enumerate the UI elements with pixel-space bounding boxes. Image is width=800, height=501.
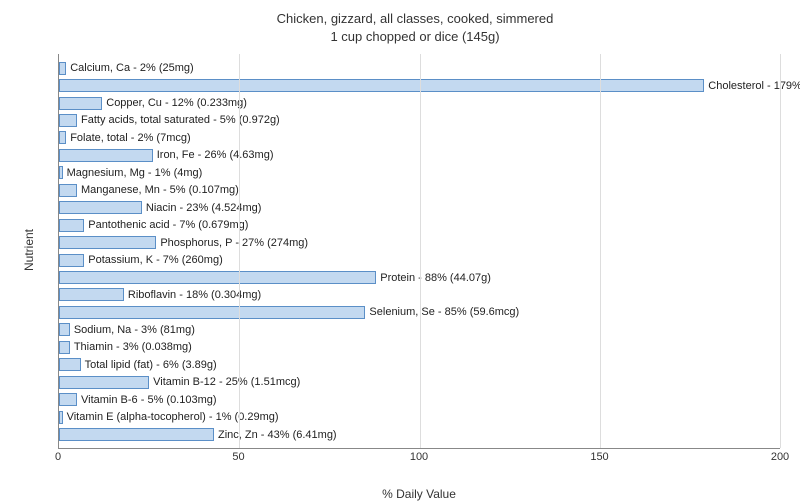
chart-title-block: Chicken, gizzard, all classes, cooked, s… <box>50 10 780 46</box>
bar <box>59 236 156 249</box>
y-axis-label: Nutrient <box>22 229 36 271</box>
bar <box>59 428 214 441</box>
bar <box>59 358 81 371</box>
bar-label: Niacin - 23% (4.524mg) <box>146 202 262 214</box>
bar-label: Zinc, Zn - 43% (6.41mg) <box>218 429 337 441</box>
bar-label: Folate, total - 2% (7mcg) <box>70 132 190 144</box>
gridline <box>600 54 601 448</box>
x-tick: 100 <box>410 451 428 463</box>
x-axis-label: % Daily Value <box>58 487 780 501</box>
bar <box>59 166 63 179</box>
bar-label: Phosphorus, P - 27% (274mg) <box>160 237 308 249</box>
bar <box>59 323 70 336</box>
bar <box>59 97 102 110</box>
bar-label: Riboflavin - 18% (0.304mg) <box>128 289 261 301</box>
bar-label: Iron, Fe - 26% (4.63mg) <box>157 149 274 161</box>
gridline <box>239 54 240 448</box>
gridline <box>780 54 781 448</box>
x-axis: 050100150200 <box>58 449 780 469</box>
bar <box>59 254 84 267</box>
bar-label: Sodium, Na - 3% (81mg) <box>74 324 195 336</box>
chart-title-line1: Chicken, gizzard, all classes, cooked, s… <box>50 10 780 28</box>
bar-label: Vitamin B-6 - 5% (0.103mg) <box>81 394 217 406</box>
bar <box>59 149 153 162</box>
x-tick: 150 <box>590 451 608 463</box>
bar-label: Vitamin E (alpha-tocopherol) - 1% (0.29m… <box>67 411 279 423</box>
bar-label: Vitamin B-12 - 25% (1.51mcg) <box>153 376 300 388</box>
gridline <box>420 54 421 448</box>
bar-label: Protein - 88% (44.07g) <box>380 272 491 284</box>
bar <box>59 376 149 389</box>
x-tick: 0 <box>55 451 61 463</box>
bar-label: Cholesterol - 179% (536mg) <box>708 80 800 92</box>
chart-title-line2: 1 cup chopped or dice (145g) <box>50 28 780 46</box>
bar-label: Copper, Cu - 12% (0.233mg) <box>106 97 247 109</box>
bar <box>59 306 365 319</box>
bar <box>59 219 84 232</box>
bar <box>59 79 704 92</box>
bar <box>59 184 77 197</box>
plot-area: Calcium, Ca - 2% (25mg)Cholesterol - 179… <box>58 54 780 449</box>
bar <box>59 131 66 144</box>
x-tick: 50 <box>232 451 244 463</box>
bar <box>59 271 376 284</box>
bar <box>59 341 70 354</box>
bar-label: Calcium, Ca - 2% (25mg) <box>70 62 193 74</box>
bar <box>59 393 77 406</box>
bar <box>59 62 66 75</box>
bar-label: Total lipid (fat) - 6% (3.89g) <box>85 359 217 371</box>
bar <box>59 288 124 301</box>
bar-label: Magnesium, Mg - 1% (4mg) <box>67 167 203 179</box>
bar-label: Selenium, Se - 85% (59.6mcg) <box>369 306 519 318</box>
bar <box>59 201 142 214</box>
bar-label: Pantothenic acid - 7% (0.679mg) <box>88 219 248 231</box>
bar <box>59 114 77 127</box>
bar-label: Manganese, Mn - 5% (0.107mg) <box>81 184 239 196</box>
nutrient-chart: Chicken, gizzard, all classes, cooked, s… <box>0 0 800 500</box>
bar-label: Fatty acids, total saturated - 5% (0.972… <box>81 114 280 126</box>
bar-label: Potassium, K - 7% (260mg) <box>88 254 223 266</box>
bar <box>59 411 63 424</box>
x-tick: 200 <box>771 451 789 463</box>
bar-label: Thiamin - 3% (0.038mg) <box>74 341 192 353</box>
